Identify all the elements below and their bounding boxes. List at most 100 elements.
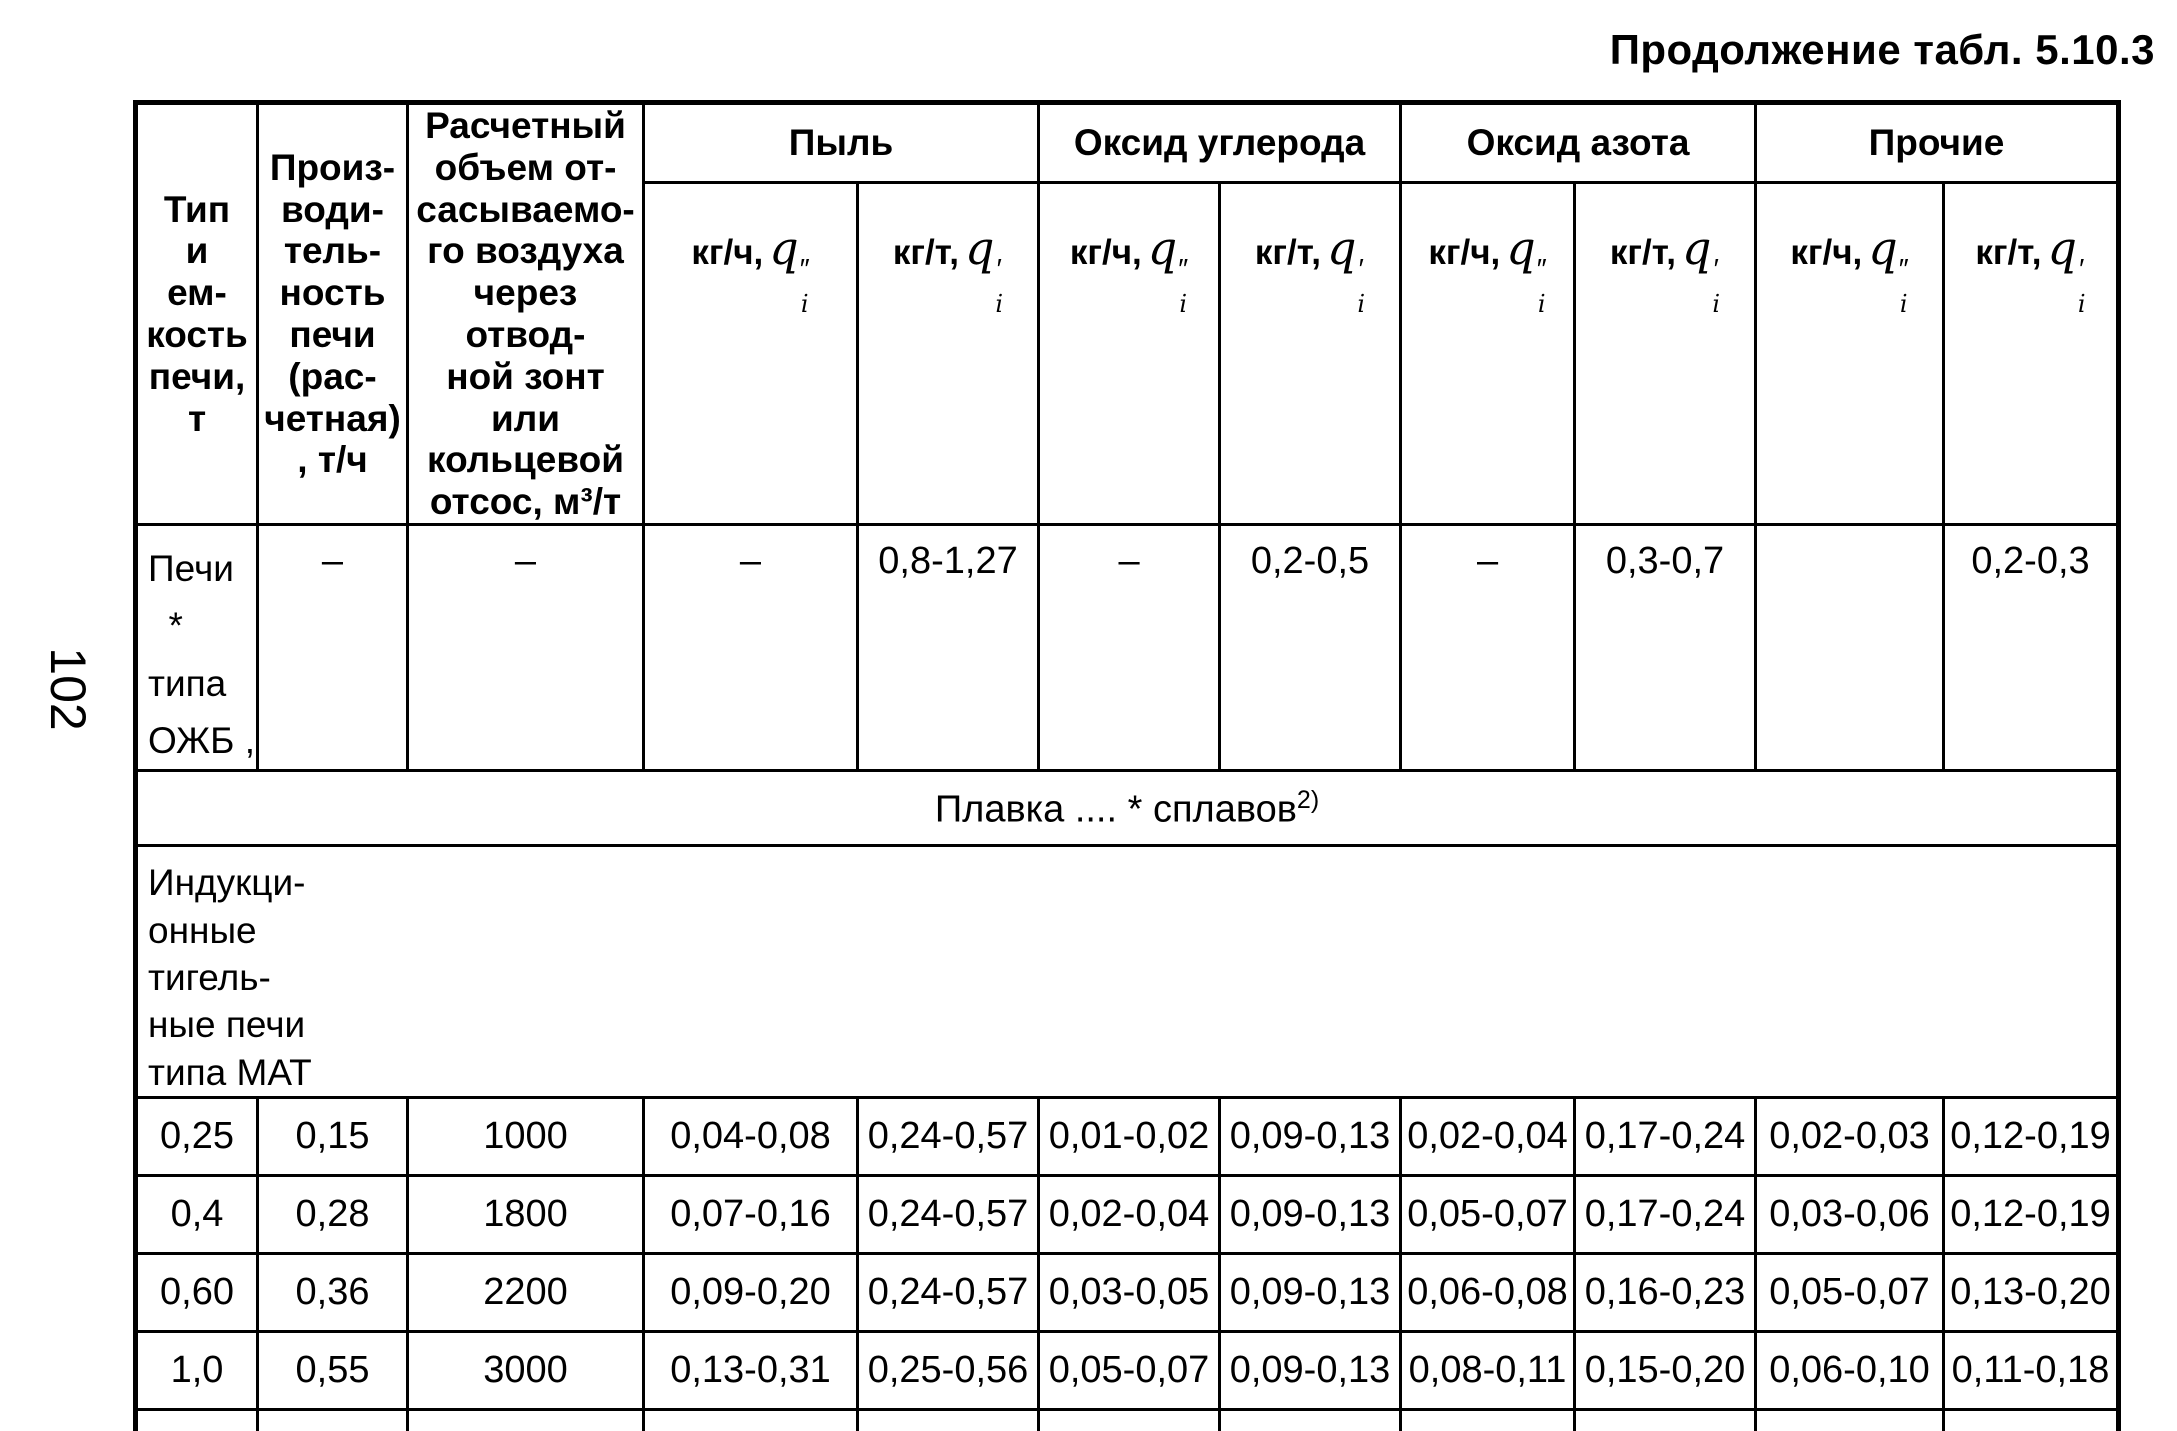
table-cell: 0,12-0,19 [1942,1174,2121,1256]
table-cell: 0,3-0,7 [1573,522,1758,773]
table-cell [1754,522,1946,773]
table-cell: 0,09-0,13 [1218,1330,1403,1412]
q-marks: ′ i [2078,255,2086,316]
header-row-units: кг/ч, q ″ i кг/т, q ′ i кг/ч, q ″ i кг/т, q ′ i кг/ч… [136,181,2121,526]
table-cell: 0,12-0,19 [1037,1408,1222,1431]
q-symbol: q [1506,221,1536,276]
table-cell: 0,28 [256,1174,409,1256]
table-cell: 0,05-0,07 [1037,1330,1222,1412]
table-cell: 0,15-0,20 [1573,1330,1758,1412]
q-symbol: q [1868,221,1898,276]
table-cell: 0,02-0,04 [1037,1174,1222,1256]
table-cell: 0,09-0,20 [642,1252,859,1334]
unit-header-no-kg-h: кг/ч, q ″ i [1399,181,1577,526]
q-prime: ″ [1536,253,1547,285]
table-cell: – [1399,522,1577,773]
q-symbol: q [2047,221,2077,276]
row-label-ozb: Печи * типа ОЖБ , [134,522,259,773]
table-cell: 3000 [406,1330,645,1412]
table-row: 0,25 0,15 1000 0,04-0,08 0,24-0,57 0,01-… [134,1096,2121,1178]
q-marks: ″ i [1536,253,1547,319]
unit-label: кг/т, [1254,233,1321,273]
table-cell: 1000 [406,1096,645,1178]
table-cell: 0,23-0,29 [1399,1408,1577,1431]
q-subscript: i [1179,290,1188,319]
column-group-dust: Пыль [641,100,1041,185]
unit-label: кг/т, [1975,233,2042,273]
table-cell: – [406,522,645,773]
column-group-carbon-oxide: Оксид углерода [1037,100,1403,185]
q-prime: ′ [1358,253,1364,285]
table-cell: 0,05-0,07 [1399,1174,1577,1256]
footnote-marker: 2) [1296,785,1320,814]
table-cell: 0,55 [256,1330,409,1412]
table-cell: 0,32-0,84 [642,1408,859,1431]
unit-label: кг/ч, [691,233,764,273]
table-cell: 1,0 [134,1330,259,1412]
unit-header-dust-kg-h: кг/ч, q ″ i [642,181,859,526]
q-marks: ′ i [1712,255,1721,319]
table-row: 0,60 0,36 2200 0,09-0,20 0,24-0,57 0,03-… [134,1252,2121,1334]
table-cell: 0,03-0,06 [1754,1174,1946,1256]
table-cell: 0,15 [256,1096,409,1178]
unit-label: кг/ч, [1790,233,1863,273]
unit-header-other-kg-h: кг/ч, q ″ i [1754,181,1946,526]
section-header-text: Плавка .... * сплавов [934,788,1297,831]
table-cell: 0,06-0,08 [1399,1252,1577,1334]
table-cell: 0,07-0,16 [642,1174,859,1256]
table-cell: 1800 [406,1174,645,1256]
column-header-furnace-type: Тип и ем- кость печи, т [134,101,259,526]
table-row: 1,0 0,55 3000 0,13-0,31 0,25-0,56 0,05-0… [134,1330,2121,1412]
table-cell: 0,03-0,05 [1037,1252,1222,1334]
q-symbol: q [1326,221,1357,276]
q-subscript: i [1537,290,1546,319]
table-cell: – [256,522,409,773]
table-row: 2,5 1,55 5000 0,32-0,84 0,21-0,54 0,12-0… [134,1408,2121,1431]
q-symbol: q [769,221,799,276]
column-group-other: Прочие [1754,100,2121,185]
table-cell: 2,5 [134,1408,259,1431]
table-cell: 2200 [406,1252,645,1334]
q-symbol: q [1147,221,1178,276]
emissions-table: Тип и ем- кость печи, т Произ- води- тел… [133,100,2122,1431]
q-prime: ′ [996,253,1002,285]
table-cell: 0,17-0,24 [1573,1096,1758,1178]
table-cell: 0,21-0,54 [855,1408,1041,1431]
page-number: 102 [40,647,96,731]
table-cell: 0,25-0,56 [855,1330,1041,1412]
table-cell: – [1037,522,1222,773]
q-prime: ″ [799,253,810,285]
unit-label: кг/т, [1609,233,1676,273]
column-header-productivity: Произ- води- тель- ность печи (рас- четн… [256,101,409,526]
unit-header-dust-kg-t: кг/т, q ′ i [855,181,1041,526]
q-subscript: i [1712,290,1721,319]
table-cell: 0,15-0,19 [1573,1408,1758,1431]
table-cell: 0,25 [134,1096,259,1178]
unit-header-co-kg-t: кг/т, q ′ i [1218,181,1403,526]
table-cell: 5000 [406,1408,645,1431]
table-cell: 0,4 [134,1174,259,1256]
table-cell: 0,05-0,07 [1754,1252,1946,1334]
table-cell: 0,17-0,24 [1573,1174,1758,1256]
unit-header-other-kg-t: кг/т, q ′ i [1942,181,2121,526]
column-header-air-volume: Расчетный объем от- сасываемо- го воздух… [406,101,645,526]
q-subscript: i [1899,290,1908,319]
page-title: Продолжение табл. 5.10.3 [1609,26,2155,73]
table-row-ozb: Печи * типа ОЖБ , – – – 0,8-1,27 – 0,2-0… [134,522,2121,773]
unit-label: кг/ч, [1428,233,1501,273]
table-cell: 0,2-0,3 [1942,522,2121,773]
table-cell: 0,11-0,18 [1942,1408,2121,1431]
section-header-melt: Плавка .... * сплавов2) [133,769,2121,848]
table-cell: 0,09-0,13 [1218,1252,1403,1334]
table-row-induction-section: Индукци- онные тигель- ные печи типа МАТ [133,844,2121,1100]
table-cell: 0,36 [256,1252,409,1334]
table-cell: 0,16-0,23 [1573,1252,1758,1334]
table-cell: 0,24-0,57 [855,1252,1041,1334]
q-symbol: q [1681,221,1712,276]
table-cell: 0,8-1,27 [855,522,1041,773]
unit-header-no-kg-t: кг/т, q ′ i [1573,181,1758,526]
table-cell: 0,11-0,18 [1942,1330,2121,1412]
table-cell: 0,12-0,19 [1942,1096,2121,1178]
table-cell: 0,08-0,12 [1218,1408,1403,1431]
q-symbol: q [964,221,995,276]
